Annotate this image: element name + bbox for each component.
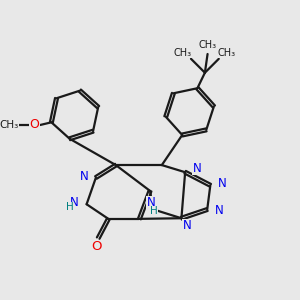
- Text: N: N: [80, 170, 88, 183]
- Text: N: N: [218, 177, 227, 190]
- Text: N: N: [215, 204, 224, 218]
- Text: N: N: [147, 196, 156, 209]
- Text: N: N: [193, 162, 201, 175]
- Text: O: O: [92, 240, 102, 253]
- Text: CH₃: CH₃: [0, 120, 18, 130]
- Text: CH₃: CH₃: [174, 48, 192, 58]
- Text: H: H: [66, 202, 74, 212]
- Text: CH₃: CH₃: [199, 40, 217, 50]
- Text: H: H: [150, 206, 158, 217]
- Text: N: N: [70, 196, 79, 209]
- Text: CH₃: CH₃: [218, 48, 236, 58]
- Text: O: O: [30, 118, 40, 131]
- Text: N: N: [182, 219, 191, 232]
